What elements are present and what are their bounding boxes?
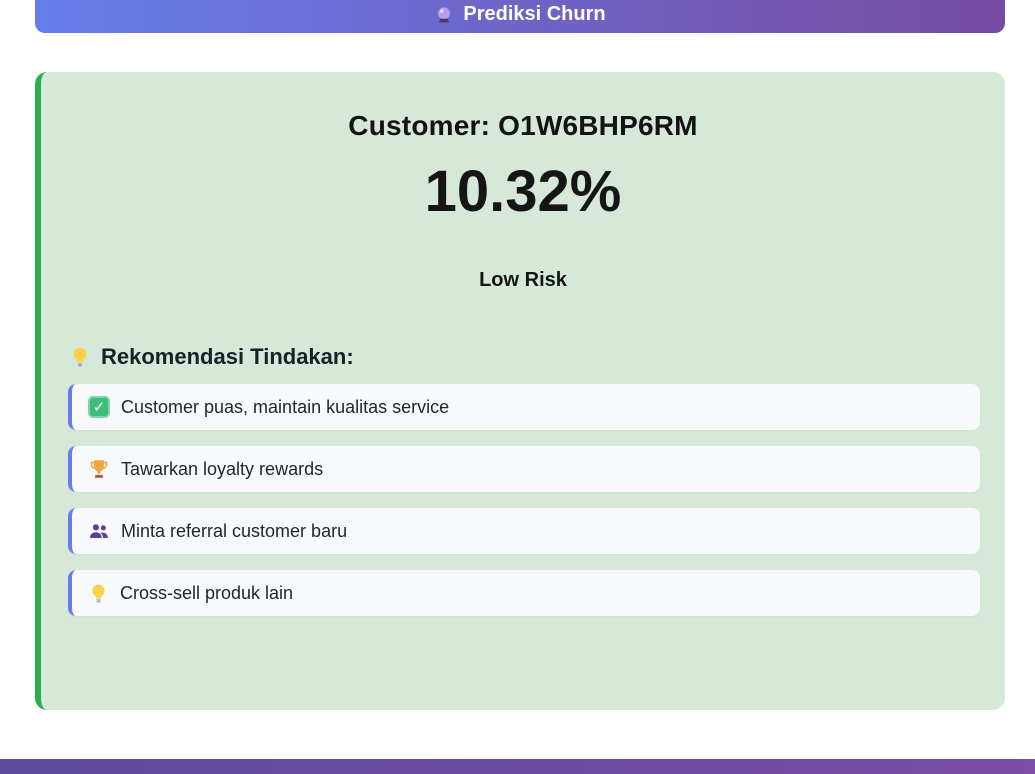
prediksi-churn-button[interactable]: Prediksi Churn bbox=[35, 0, 1005, 33]
predict-button-label: Prediksi Churn bbox=[463, 3, 606, 25]
recommendation-text: Customer puas, maintain kualitas service bbox=[121, 396, 450, 417]
churn-result-card: Customer: O1W6BHP6RM 10.32% Low Risk Rek… bbox=[35, 72, 1005, 710]
check-icon: ✓ bbox=[88, 396, 110, 418]
churn-probability-value: 10.32% bbox=[424, 159, 622, 224]
recommendation-item: Minta referral customer baru bbox=[68, 508, 980, 554]
people-icon bbox=[88, 520, 110, 542]
recommendations-list: ✓ Customer puas, maintain kualitas servi… bbox=[68, 384, 980, 616]
crystal-ball-icon bbox=[434, 5, 454, 25]
recommendation-item: ✓ Customer puas, maintain kualitas servi… bbox=[68, 384, 980, 430]
customer-id-heading: Customer: O1W6BHP6RM bbox=[348, 110, 698, 141]
recommendation-text: Cross-sell produk lain bbox=[120, 582, 294, 603]
risk-level-label: Low Risk bbox=[479, 269, 567, 291]
recommendations-heading-label: Rekomendasi Tindakan: bbox=[101, 344, 354, 369]
trophy-icon bbox=[88, 458, 110, 480]
lightbulb-icon bbox=[69, 346, 91, 368]
recommendation-item: Tawarkan loyalty rewards bbox=[68, 446, 980, 492]
recommendation-item: Cross-sell produk lain bbox=[68, 570, 980, 616]
recommendations-heading: Rekomendasi Tindakan: bbox=[69, 344, 1005, 370]
recommendation-text: Minta referral customer baru bbox=[121, 520, 348, 541]
footer-gradient-bar bbox=[0, 759, 1035, 774]
recommendation-text: Tawarkan loyalty rewards bbox=[121, 458, 324, 479]
lightbulb-icon bbox=[88, 583, 109, 604]
